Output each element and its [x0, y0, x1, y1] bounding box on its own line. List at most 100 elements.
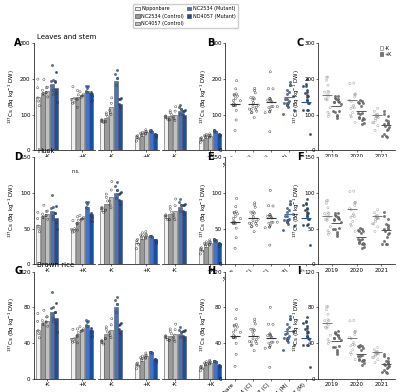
- Point: [351, 342, 358, 348]
- Point: [53, 69, 59, 75]
- Point: [356, 356, 362, 362]
- Point: [231, 332, 237, 339]
- Bar: [217, 365, 221, 379]
- Point: [359, 116, 365, 123]
- Point: [70, 339, 76, 345]
- Point: [166, 337, 172, 343]
- Point: [264, 97, 271, 103]
- Point: [152, 131, 158, 138]
- Point: [233, 340, 240, 347]
- Point: [286, 79, 293, 85]
- Point: [371, 108, 378, 114]
- Point: [336, 99, 342, 105]
- Bar: [144, 236, 148, 265]
- Point: [34, 85, 41, 91]
- Point: [334, 98, 341, 104]
- Point: [251, 327, 258, 334]
- Point: [40, 321, 46, 327]
- Point: [35, 310, 41, 317]
- Point: [326, 229, 332, 236]
- Point: [358, 347, 364, 353]
- Point: [305, 107, 311, 113]
- Point: [348, 98, 354, 104]
- Point: [290, 327, 296, 334]
- Point: [142, 352, 149, 358]
- Point: [348, 336, 354, 342]
- Point: [237, 216, 244, 222]
- Point: [381, 367, 388, 374]
- Point: [202, 133, 208, 140]
- Point: [102, 207, 108, 213]
- Bar: [149, 236, 153, 265]
- Point: [372, 359, 378, 366]
- Point: [356, 114, 362, 120]
- Point: [325, 113, 332, 120]
- Point: [360, 120, 367, 126]
- Point: [40, 91, 46, 97]
- Bar: [217, 134, 221, 150]
- Point: [162, 114, 169, 121]
- Point: [198, 363, 205, 369]
- Point: [142, 128, 149, 134]
- Point: [348, 207, 354, 213]
- Point: [50, 216, 56, 222]
- Point: [147, 232, 154, 239]
- Point: [352, 200, 358, 206]
- Point: [374, 215, 380, 221]
- Point: [254, 108, 260, 114]
- Point: [118, 95, 124, 101]
- Point: [216, 240, 222, 246]
- Point: [113, 179, 120, 185]
- Point: [80, 93, 86, 99]
- Point: [284, 217, 291, 223]
- Point: [171, 116, 177, 122]
- Point: [287, 316, 294, 322]
- Point: [350, 218, 356, 225]
- Point: [118, 189, 124, 195]
- Legend: Nipponbare, NC2534 (Control), NC4057 (Control), NC2534 (Mutant), ND4057 (Mutant): Nipponbare, NC2534 (Control), NC4057 (Co…: [133, 4, 238, 28]
- Point: [305, 221, 311, 228]
- Bar: [80, 330, 84, 379]
- Point: [153, 238, 160, 244]
- Point: [360, 360, 367, 367]
- Point: [50, 318, 56, 325]
- Point: [84, 323, 91, 329]
- Point: [324, 198, 330, 204]
- Point: [335, 328, 342, 334]
- Point: [303, 200, 310, 206]
- Point: [374, 213, 381, 219]
- Point: [166, 117, 172, 123]
- Bar: [45, 91, 49, 150]
- Bar: [71, 229, 75, 265]
- Point: [211, 127, 218, 134]
- Point: [270, 321, 276, 328]
- Point: [347, 80, 353, 87]
- Point: [374, 111, 380, 117]
- Point: [284, 321, 291, 327]
- Point: [356, 239, 362, 245]
- Point: [230, 102, 236, 108]
- Point: [384, 224, 391, 230]
- Point: [383, 369, 390, 376]
- Point: [334, 215, 341, 221]
- Bar: [213, 361, 217, 379]
- Point: [357, 97, 364, 103]
- Point: [381, 213, 388, 220]
- Point: [352, 199, 359, 205]
- Point: [43, 85, 50, 91]
- Point: [203, 360, 210, 367]
- Point: [178, 202, 184, 208]
- Point: [357, 341, 364, 348]
- Point: [374, 113, 381, 120]
- Point: [250, 209, 256, 215]
- Point: [99, 204, 105, 211]
- Point: [327, 105, 334, 111]
- Point: [71, 338, 77, 345]
- Point: [100, 209, 107, 216]
- Point: [167, 206, 174, 212]
- Point: [358, 230, 364, 236]
- Point: [176, 327, 182, 333]
- Point: [266, 224, 273, 230]
- Point: [52, 211, 58, 217]
- Point: [248, 339, 254, 345]
